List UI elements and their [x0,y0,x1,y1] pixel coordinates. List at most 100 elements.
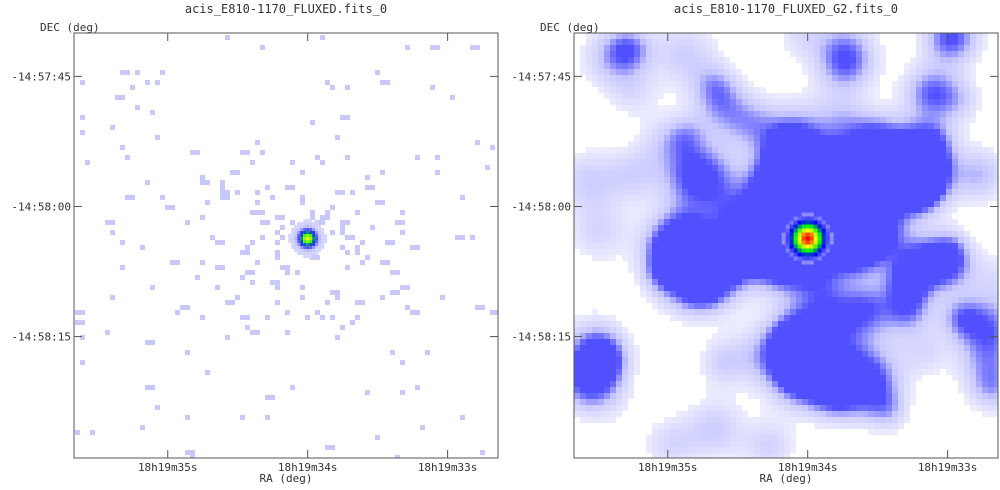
smoothed-pixel [832,63,838,69]
smoothed-pixel [574,165,580,171]
smoothed-pixel [868,417,874,423]
smoothed-pixel [802,51,808,57]
smoothed-pixel [904,243,910,249]
smoothed-pixel [724,273,730,279]
smoothed-pixel [856,237,862,243]
smoothed-pixel [940,159,946,165]
smoothed-pixel [844,357,850,363]
smoothed-pixel [904,369,910,375]
smoothed-pixel [928,81,934,87]
source-pixel [797,252,802,257]
smoothed-pixel [706,369,712,375]
smoothed-pixel [904,417,910,423]
smoothed-pixel [928,177,934,183]
smoothed-pixel [898,237,904,243]
smoothed-pixel [634,219,640,225]
smoothed-pixel [616,375,622,381]
smoothed-pixel [622,39,628,45]
smoothed-pixel [892,297,898,303]
smoothed-pixel [688,279,694,285]
smoothed-pixel [616,171,622,177]
smoothed-pixel [742,99,748,105]
smoothed-pixel [610,207,616,213]
smoothed-pixel [718,375,724,381]
smoothed-pixel [760,321,766,327]
smoothed-pixel [628,171,634,177]
smoothed-pixel [742,249,748,255]
smoothed-pixel [766,165,772,171]
smoothed-pixel [850,327,856,333]
smoothed-pixel [796,405,802,411]
smoothed-pixel [784,399,790,405]
smoothed-pixel [916,207,922,213]
smoothed-pixel [730,69,736,75]
smoothed-pixel [658,309,664,315]
smoothed-pixel [646,45,652,51]
smoothed-pixel [880,411,886,417]
smoothed-pixel [604,165,610,171]
smoothed-pixel [670,285,676,291]
smoothed-pixel [622,201,628,207]
smoothed-pixel [694,45,700,51]
smoothed-pixel [688,207,694,213]
smoothed-pixel [844,75,850,81]
smoothed-pixel [976,255,982,261]
smoothed-pixel [982,357,988,363]
smoothed-pixel [706,363,712,369]
smoothed-pixel [628,375,634,381]
smoothed-pixel [808,105,814,111]
smoothed-pixel [814,147,820,153]
smoothed-pixel [844,111,850,117]
smoothed-pixel [928,369,934,375]
source-pixel [813,216,818,221]
smoothed-pixel [760,267,766,273]
smoothed-pixel [820,369,826,375]
smoothed-pixel [976,147,982,153]
smoothed-pixel [616,357,622,363]
smoothed-pixel [670,447,676,453]
smoothed-pixel [796,165,802,171]
smoothed-pixel [772,171,778,177]
smoothed-pixel [868,327,874,333]
event-pixel [145,385,155,390]
smoothed-pixel [856,117,862,123]
smoothed-pixel [802,315,808,321]
smoothed-pixel [616,345,622,351]
smoothed-pixel [730,273,736,279]
smoothed-pixel [664,423,670,429]
smoothed-pixel [862,177,868,183]
smoothed-pixel [592,177,598,183]
smoothed-pixel [748,153,754,159]
smoothed-pixel [982,339,988,345]
source-pixel [312,222,316,226]
smoothed-pixel [718,159,724,165]
smoothed-pixel [730,297,736,303]
smoothed-pixel [850,267,856,273]
smoothed-pixel [610,381,616,387]
plot-frame [73,32,499,459]
smoothed-pixel [988,267,994,273]
smoothed-pixel [652,255,658,261]
smoothed-pixel [832,279,838,285]
smoothed-pixel [754,267,760,273]
smoothed-pixel [766,93,772,99]
smoothed-pixel [880,315,886,321]
smoothed-pixel [586,75,592,81]
event-pixel [375,435,380,440]
smoothed-pixel [970,195,976,201]
smoothed-pixel [772,219,778,225]
smoothed-pixel [664,195,670,201]
smoothed-pixel [628,261,634,267]
smoothed-pixel [616,225,622,231]
smoothed-pixel [730,237,736,243]
smoothed-pixel [730,171,736,177]
smoothed-pixel [784,345,790,351]
smoothed-pixel [586,321,592,327]
smoothed-pixel [646,57,652,63]
smoothed-pixel [748,177,754,183]
smoothed-pixel [790,39,796,45]
smoothed-pixel [718,321,724,327]
smoothed-pixel [646,141,652,147]
smoothed-pixel [892,387,898,393]
smoothed-pixel [724,213,730,219]
